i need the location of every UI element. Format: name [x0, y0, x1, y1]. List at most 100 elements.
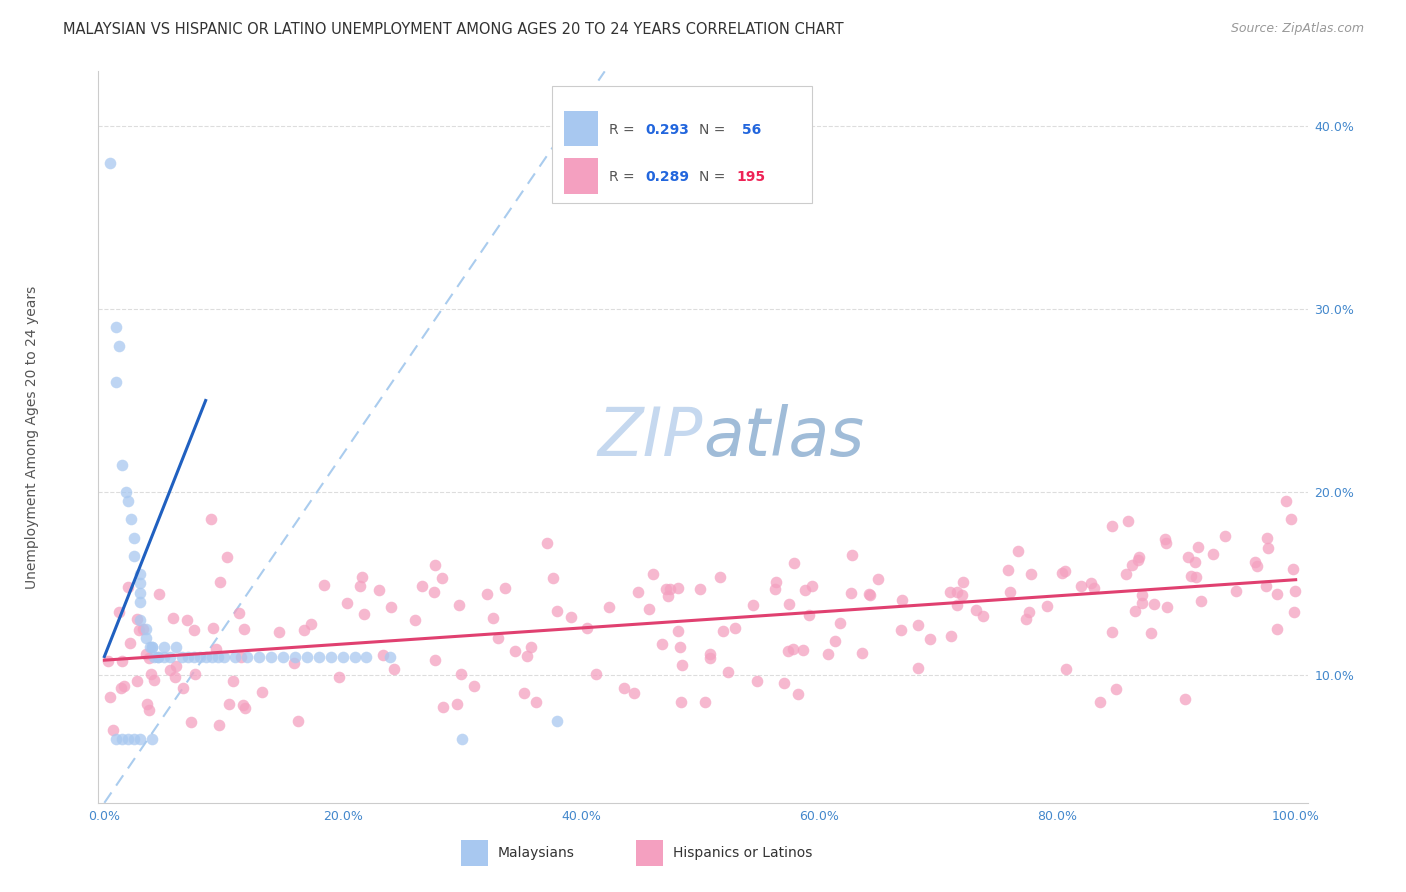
Point — [292, 623, 315, 637]
Point — [742, 598, 765, 612]
Point — [717, 665, 740, 679]
Point — [107, 605, 129, 619]
Point — [585, 666, 607, 681]
Point — [773, 676, 796, 690]
Point — [111, 654, 134, 668]
Point — [177, 649, 200, 664]
Point — [1053, 564, 1076, 578]
Point — [1154, 536, 1177, 550]
Point — [165, 659, 187, 673]
Point — [1246, 558, 1268, 573]
Point — [1128, 550, 1150, 565]
Point — [176, 613, 198, 627]
Point — [778, 598, 800, 612]
Point — [212, 649, 235, 664]
Point — [1139, 626, 1161, 640]
Point — [131, 622, 153, 636]
Point — [183, 623, 205, 637]
Point — [380, 599, 402, 614]
Point — [129, 731, 152, 746]
Text: R =: R = — [609, 123, 638, 136]
Point — [200, 512, 222, 526]
Point — [998, 584, 1021, 599]
Point — [666, 581, 689, 595]
Point — [450, 667, 472, 681]
Point — [118, 635, 141, 649]
Point — [1143, 598, 1166, 612]
Point — [638, 602, 661, 616]
Point — [260, 649, 283, 664]
Point — [384, 662, 406, 676]
Point — [425, 558, 447, 573]
Point — [778, 644, 800, 658]
Point — [512, 686, 534, 700]
Point — [952, 574, 974, 589]
Point — [207, 649, 229, 664]
Point — [463, 679, 485, 693]
Point — [839, 586, 862, 600]
Point — [765, 575, 787, 590]
Point — [1154, 532, 1177, 546]
Point — [519, 640, 541, 655]
Point — [1267, 587, 1289, 601]
Point — [997, 563, 1019, 577]
Point — [1256, 531, 1278, 545]
Point — [205, 642, 228, 657]
Point — [129, 576, 152, 591]
Point — [1243, 555, 1265, 569]
Point — [709, 570, 731, 584]
Point — [655, 582, 678, 597]
Point — [546, 714, 568, 728]
Point — [188, 649, 211, 664]
Point — [1101, 519, 1123, 533]
Point — [105, 320, 128, 334]
Point — [172, 681, 194, 696]
Point — [159, 649, 181, 664]
Point — [143, 673, 166, 687]
Point — [208, 574, 231, 589]
Point — [349, 579, 371, 593]
Point — [747, 673, 769, 688]
Point — [135, 622, 157, 636]
Point — [143, 649, 166, 664]
Point — [907, 617, 929, 632]
Point — [446, 698, 468, 712]
Point — [308, 649, 330, 664]
Point — [110, 681, 132, 695]
Point — [689, 582, 711, 596]
Point — [332, 649, 354, 664]
Point — [287, 714, 309, 728]
Point — [218, 697, 240, 711]
Point — [891, 592, 914, 607]
Point — [107, 338, 129, 352]
Point — [668, 624, 690, 639]
Point — [224, 649, 246, 664]
Point — [141, 666, 163, 681]
Point — [371, 648, 394, 663]
Point — [486, 631, 509, 645]
Point — [343, 649, 366, 664]
Point — [250, 685, 273, 699]
Point — [170, 649, 193, 664]
Point — [125, 612, 148, 626]
Point — [851, 646, 873, 660]
Point — [404, 613, 426, 627]
Point — [783, 557, 806, 571]
Point — [312, 578, 335, 592]
Point — [201, 621, 224, 635]
Point — [101, 723, 124, 737]
Point — [138, 650, 160, 665]
Point — [651, 637, 673, 651]
Point — [247, 649, 270, 664]
Point — [228, 606, 250, 620]
Point — [536, 535, 558, 549]
Point — [524, 695, 547, 709]
Point — [117, 494, 139, 508]
Point — [1187, 540, 1209, 554]
Point — [1054, 662, 1077, 676]
Text: 0.289: 0.289 — [645, 170, 689, 185]
Point — [797, 608, 820, 623]
Point — [1156, 600, 1178, 615]
Point — [699, 651, 721, 665]
Point — [165, 670, 187, 684]
